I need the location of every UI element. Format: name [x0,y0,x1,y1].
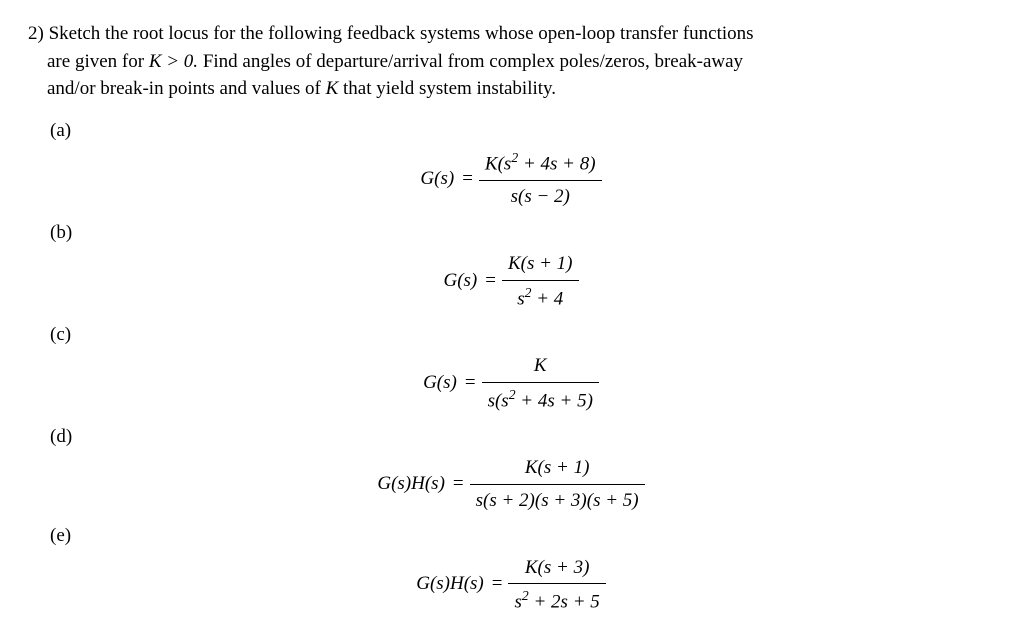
part-d-equation: G(s)H(s)= K(s + 1) s(s + 2)(s + 3)(s + 5… [28,454,996,514]
eq-e-den-sup: 2 [522,588,529,603]
eq-b-lhs: G(s) [443,270,477,291]
eq-b-den-rest: + 4 [531,288,563,309]
part-e-equation: G(s)H(s)= K(s + 3) s2 + 2s + 5 [28,554,996,616]
problem-line2a: are given for [47,51,144,72]
eq-a-num-poly: (s [498,154,512,175]
eq-c-den-pre: s(s [488,390,509,411]
eq-a-den: s(s − 2) [479,181,602,211]
part-c-equation: G(s)= K s(s2 + 4s + 5) [28,352,996,414]
k-condition: K > 0. [149,51,198,72]
problem-line3a: and/or break-in points and values of [47,78,321,99]
eq-d-lhs: G(s)H(s) [377,473,445,494]
part-b-label: (b) [50,219,996,247]
problem-line1: Sketch the root locus for the following … [49,23,754,44]
problem-number: 2) [28,23,44,44]
eq-b-den-pre: s [517,288,524,309]
eq-e-den-pre: s [514,592,521,613]
part-d-label: (d) [50,423,996,451]
eq-c-den-rest: + 4s + 5) [516,390,593,411]
part-a-label: (a) [50,117,996,145]
eq-d-den: s(s + 2)(s + 3)(s + 5) [470,485,645,515]
eq-d-num: K(s + 1) [470,454,645,485]
eq-e-den-rest: + 2s + 5 [529,592,600,613]
part-b-equation: G(s)= K(s + 1) s2 + 4 [28,250,996,312]
eq-c-lhs: G(s) [423,372,457,393]
eq-b-num: K(s + 1) [502,250,579,281]
part-c-label: (c) [50,321,996,349]
problem-line2b: Find angles of departure/arrival from co… [203,51,743,72]
k-symbol: K [326,78,339,99]
part-a-equation: G(s)= K(s2 + 4s + 8) s(s − 2) [28,148,996,210]
eq-a-num-pre: K [485,154,498,175]
eq-c-num: K [482,352,599,383]
eq-e-num: K(s + 3) [508,554,605,585]
eq-c-den-sup: 2 [509,387,516,402]
problem-line3b: that yield system instability. [343,78,556,99]
eq-a-lhs: G(s) [420,168,454,189]
eq-e-lhs: G(s)H(s) [416,573,484,594]
eq-a-num-rest: + 4s + 8) [518,154,595,175]
part-e-label: (e) [50,522,996,550]
problem-statement: 2) Sketch the root locus for the followi… [28,20,996,103]
